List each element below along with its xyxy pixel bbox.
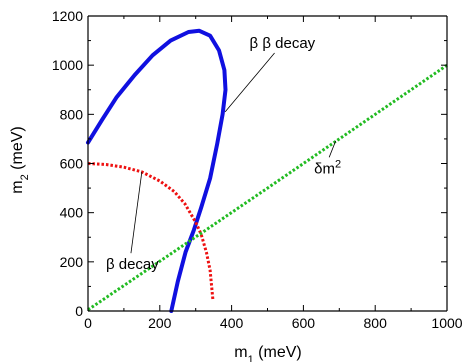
x-tick-label: 600 <box>292 315 316 331</box>
annotation-label-0: β β decay <box>250 35 316 52</box>
annotation-leader-2 <box>328 140 337 158</box>
series-line-1 <box>87 162 215 301</box>
ticks: 0 200 400 600 800 1000 0 200 400 600 800 1000 1200 <box>52 8 463 331</box>
y-tick-label: 800 <box>60 106 84 122</box>
y-tick-label: 400 <box>60 205 84 221</box>
x-tick-label: 800 <box>364 315 388 331</box>
y-tick-label: 1200 <box>52 8 83 24</box>
annotation-label-2: δm2 <box>314 158 341 177</box>
annotations: β β decay β decay δm2 <box>106 35 341 273</box>
series-line-2 <box>87 63 448 312</box>
y-tick-label: 200 <box>60 254 84 270</box>
x-tick-label: 0 <box>84 315 92 331</box>
series-line-0 <box>86 28 228 313</box>
x-tick-label: 400 <box>220 315 244 331</box>
x-tick-label: 1000 <box>431 315 462 331</box>
annotation-leader-1 <box>130 171 143 254</box>
annotation-label-1: β decay <box>106 256 159 273</box>
plot-lines <box>86 28 448 313</box>
y-tick-label: 600 <box>60 156 84 172</box>
x-tick-label: 200 <box>148 315 172 331</box>
x-axis-title: m1 (meV) <box>234 344 301 362</box>
y-tick-label: 1000 <box>52 57 83 73</box>
annotation-leader-0 <box>224 52 275 113</box>
y-tick-label: 0 <box>75 303 83 319</box>
y-axis-title: m2 (meV) <box>9 126 31 193</box>
